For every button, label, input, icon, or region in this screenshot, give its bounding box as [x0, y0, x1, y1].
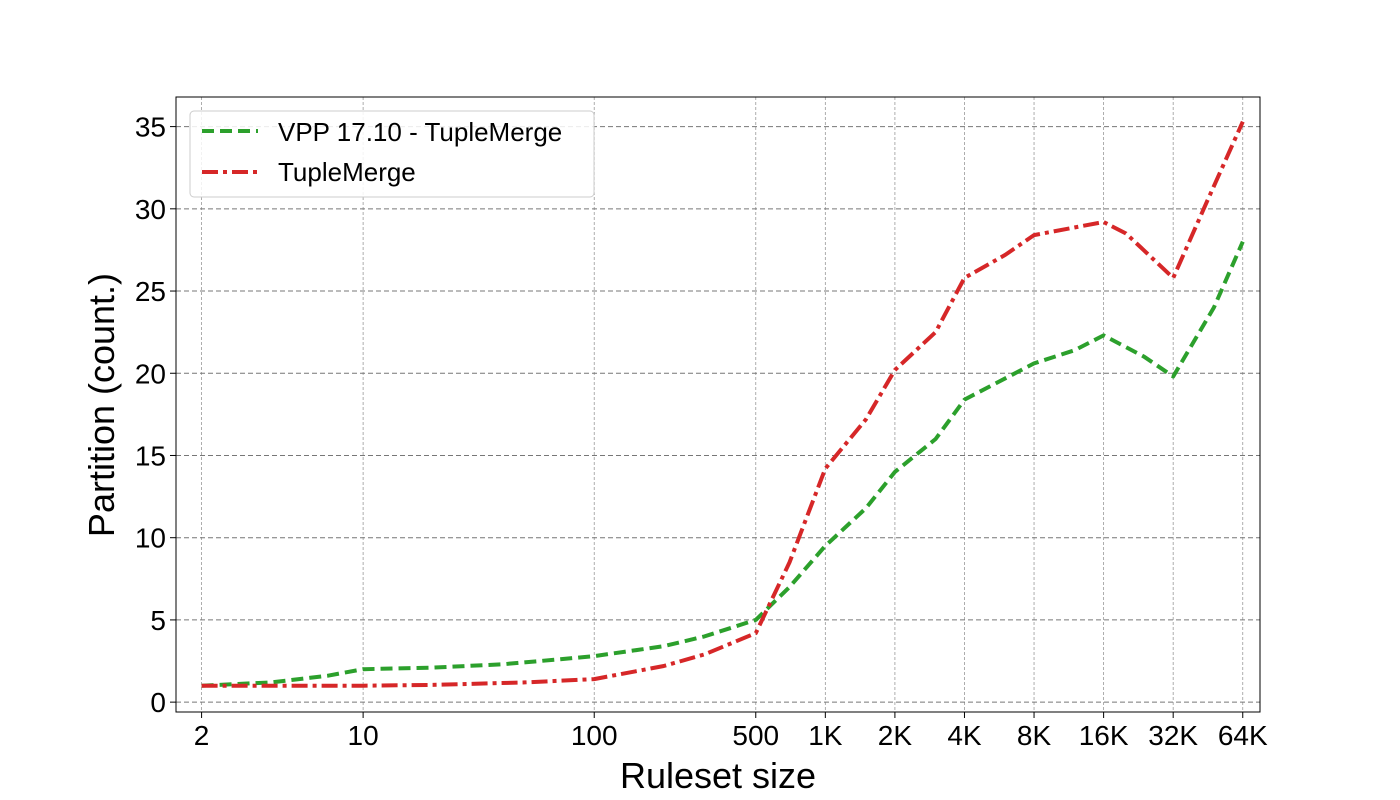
- x-tick-label: 4K: [947, 720, 982, 751]
- legend-label-tuplemerge: TupleMerge: [278, 157, 416, 187]
- x-tick-label: 500: [732, 720, 779, 751]
- legend-box: [189, 110, 595, 198]
- legend: VPP 17.10 - TupleMerge TupleMerge: [189, 110, 595, 198]
- legend-label-vpp: VPP 17.10 - TupleMerge: [278, 117, 562, 147]
- y-tick-label: 20: [135, 358, 166, 389]
- y-tick-label: 15: [135, 440, 166, 471]
- y-tick-label: 5: [150, 605, 166, 636]
- series-lines: [201, 120, 1245, 688]
- y-axis-label: Partition (count.): [81, 273, 122, 537]
- y-tick-label: 25: [135, 276, 166, 307]
- series-line-0: [201, 240, 1245, 688]
- y-tick-label: 10: [135, 523, 166, 554]
- y-tick-label: 0: [150, 687, 166, 718]
- series-line-1: [201, 120, 1245, 688]
- x-tick-label: 64K: [1218, 720, 1268, 751]
- x-tick-label: 16K: [1079, 720, 1129, 751]
- x-tick-label: 2: [194, 720, 210, 751]
- x-tick-label: 32K: [1148, 720, 1198, 751]
- y-tick-label: 35: [135, 112, 166, 143]
- x-tick-label: 8K: [1017, 720, 1052, 751]
- x-tick-label: 100: [571, 720, 618, 751]
- y-tick-label: 30: [135, 194, 166, 225]
- plot-frame: [175, 96, 1261, 713]
- x-tick-label: 10: [348, 720, 379, 751]
- x-axis-label: Ruleset size: [620, 755, 816, 796]
- x-tick-label: 2K: [878, 720, 913, 751]
- x-axis: 2 10 100 500 1K 2K 4K 8K 16K 32K 64K: [194, 712, 1268, 751]
- x-tick-label: 1K: [808, 720, 843, 751]
- y-axis: 0 5 10 15 20 25 30 35: [135, 112, 176, 718]
